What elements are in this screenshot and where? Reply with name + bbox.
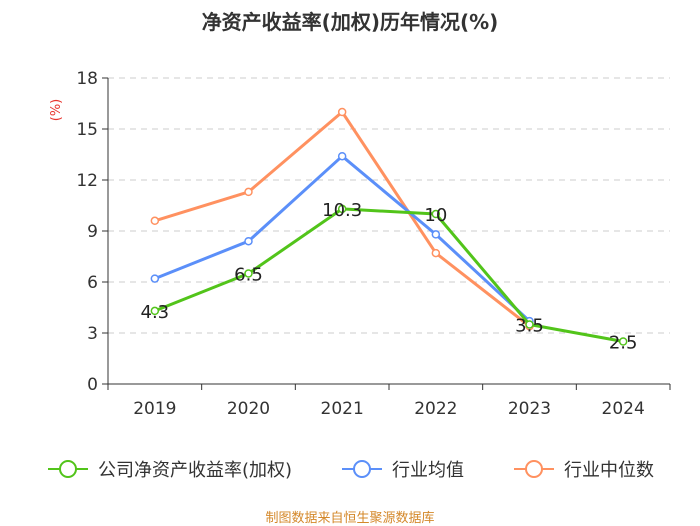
data-label: 2.5 [609, 333, 638, 354]
legend-item[interactable]: 公司净资产收益率(加权) [48, 460, 292, 481]
x-tick-label: 2019 [133, 399, 176, 419]
data-point [337, 107, 347, 117]
data-point [618, 337, 628, 346]
y-axis-label: (%) [49, 99, 64, 122]
legend-label: 公司净资产收益率(加权) [98, 460, 292, 481]
data-point [244, 269, 253, 278]
x-tick-label: 2021 [321, 399, 364, 419]
x-tick-label: 2023 [508, 399, 551, 419]
y-tick-label: 6 [87, 273, 98, 293]
legend-marker [525, 460, 543, 478]
y-tick-label: 18 [76, 69, 98, 89]
series-lines [150, 107, 628, 346]
data-labels: 4.3 6.5 10.3 10 3.5 2.5 [141, 200, 638, 354]
axes: 0 3 6 9 12 15 18 2019 2020 2021 2022 2023 2024 [76, 69, 671, 419]
data-point [244, 236, 253, 246]
legend-marker [353, 460, 371, 478]
y-tick-label: 9 [87, 222, 98, 242]
x-tick-label: 2020 [227, 399, 270, 419]
data-point [337, 151, 347, 161]
data-label: 4.3 [141, 302, 170, 323]
data-point [431, 248, 441, 258]
chart-title: 净资产收益率(加权)历年情况(%) [201, 10, 499, 34]
legend-label: 行业中位数 [564, 460, 654, 481]
legend-item[interactable]: 行业中位数 [514, 460, 654, 481]
y-tick-label: 12 [76, 171, 98, 191]
legend-item[interactable]: 行业均值 [342, 460, 464, 481]
data-point [244, 187, 253, 197]
data-point [337, 204, 347, 214]
data-label: 3.5 [515, 316, 544, 337]
data-label: 10 [424, 205, 447, 226]
series-line [154, 154, 531, 323]
y-tick-label: 15 [76, 120, 98, 140]
data-point [431, 209, 441, 219]
data-point [150, 274, 160, 283]
series-line [154, 207, 624, 343]
data-point [150, 306, 160, 316]
y-tick-label: 3 [87, 324, 98, 344]
data-point [431, 230, 441, 239]
data-label: 10.3 [322, 200, 362, 221]
legend-label: 行业均值 [392, 460, 464, 481]
source-note: 制图数据来自恒生聚源数据库 [265, 511, 435, 526]
legend-marker [59, 460, 77, 478]
x-tick-label: 2024 [602, 399, 645, 419]
data-point [150, 216, 160, 226]
y-tick-label: 0 [87, 375, 98, 395]
x-tick-label: 2022 [414, 399, 457, 419]
legend[interactable]: 公司净资产收益率(加权) 行业均值 行业中位数 [48, 460, 654, 481]
data-point [525, 320, 534, 329]
data-label: 6.5 [234, 265, 263, 286]
